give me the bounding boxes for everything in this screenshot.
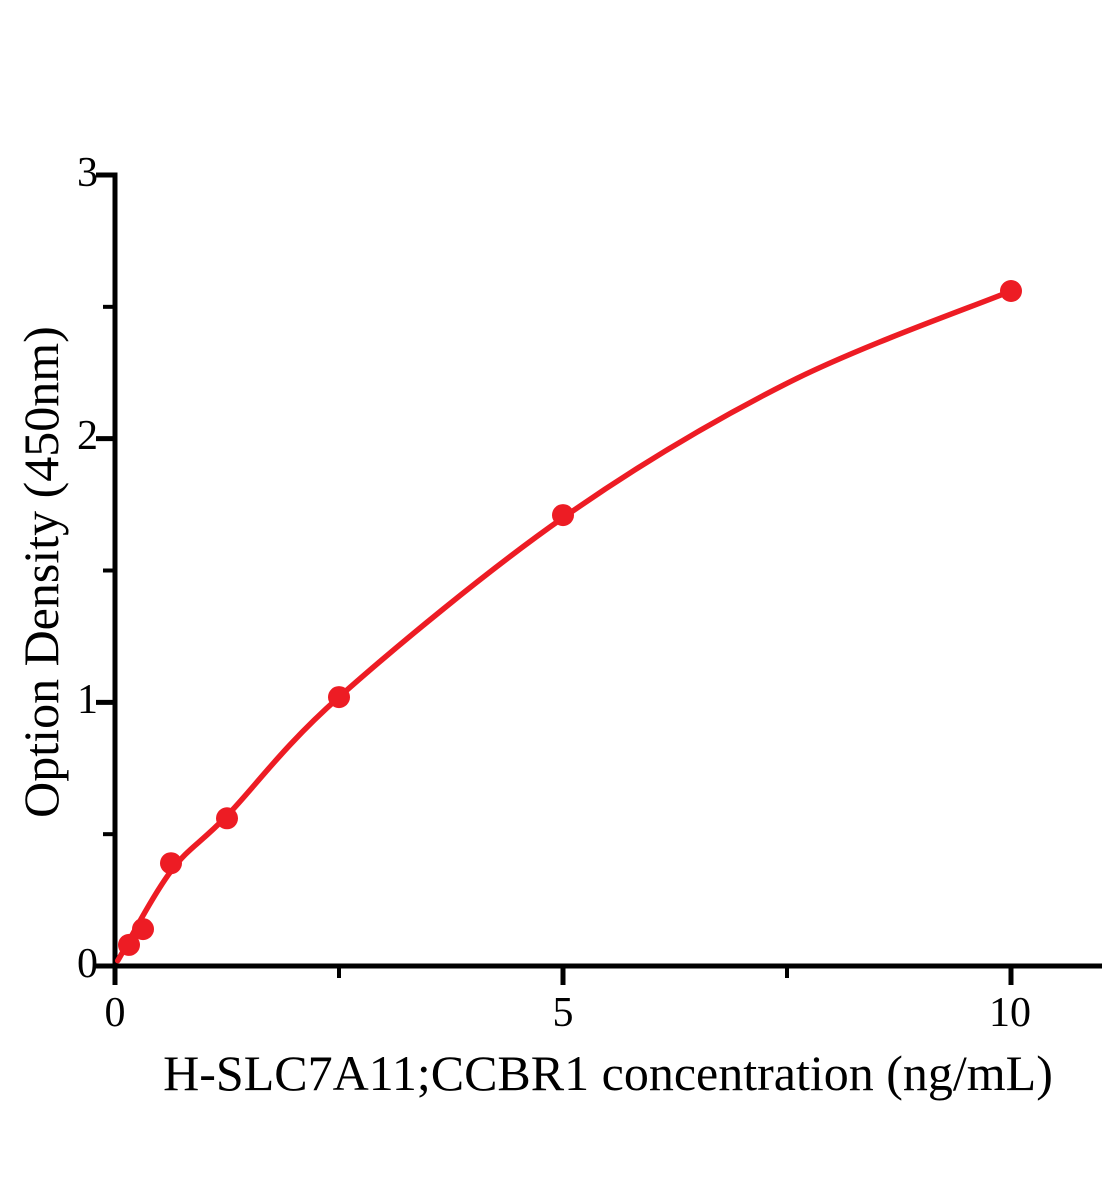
- x-axis-title: H-SLC7A11;CCBR1 concentration (ng/mL): [163, 1045, 1053, 1101]
- x-tick-label-5: 5: [552, 990, 574, 1036]
- data-point-marker: [552, 504, 574, 527]
- data-point-marker: [216, 807, 238, 830]
- data-point-marker: [118, 933, 140, 956]
- y-axis-title: Option Density (450nm): [13, 326, 69, 818]
- data-point-marker: [132, 918, 154, 941]
- x-tick-label-0: 0: [104, 990, 126, 1036]
- y-tick-label-2: 2: [77, 412, 98, 459]
- fit-curve-line: [114, 288, 1014, 964]
- y-tick-label-3: 3: [77, 149, 98, 196]
- x-tick-label-10: 10: [989, 990, 1031, 1036]
- data-point-marker: [1000, 280, 1022, 302]
- data-point-marker: [160, 852, 182, 875]
- data-point-marker: [328, 686, 350, 709]
- y-tick-label-0: 0: [77, 940, 98, 987]
- y-tick-label-1: 1: [77, 676, 98, 723]
